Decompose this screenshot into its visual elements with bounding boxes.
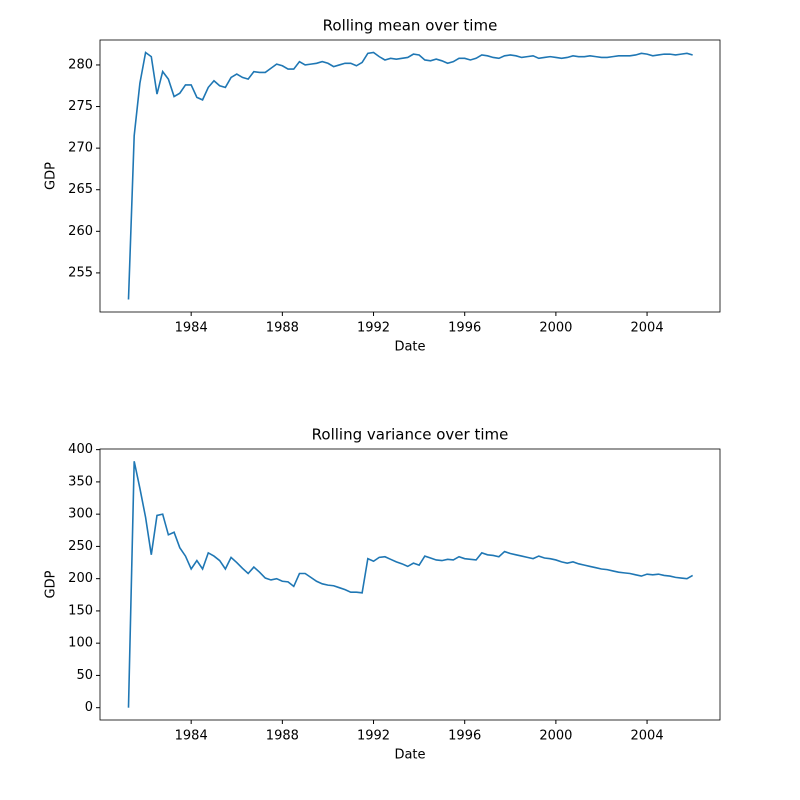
y-tick-label: 200 xyxy=(68,571,93,586)
data-line xyxy=(127,461,694,708)
y-tick-label: 265 xyxy=(68,182,93,197)
x-tick-label: 1984 xyxy=(175,321,208,336)
y-tick-label: 250 xyxy=(68,539,93,554)
x-tick-label: 1988 xyxy=(266,321,299,336)
x-tick-label: 1992 xyxy=(357,729,390,744)
chart-title: Rolling mean over time xyxy=(323,17,498,35)
axes-frame xyxy=(99,39,721,313)
y-tick-label: 0 xyxy=(85,700,93,715)
x-tick-label: 1984 xyxy=(175,729,208,744)
y-tick-label: 260 xyxy=(68,224,93,239)
x-tick-label: 2004 xyxy=(631,729,664,744)
axes-frame xyxy=(99,448,721,721)
y-tick-label: 280 xyxy=(68,57,93,72)
y-tick-label: 300 xyxy=(68,507,93,522)
y-tick-label: 100 xyxy=(68,636,93,651)
y-tick-label: 50 xyxy=(76,668,93,683)
y-tick-label: 150 xyxy=(68,603,93,618)
y-axis-label: GDP xyxy=(44,162,59,190)
y-axis-label: GDP xyxy=(44,570,59,598)
chart-title: Rolling variance over time xyxy=(312,426,509,444)
y-tick-label: 400 xyxy=(68,442,93,457)
y-tick-label: 255 xyxy=(68,265,93,280)
y-tick-label: 270 xyxy=(68,141,93,156)
data-line xyxy=(127,51,693,300)
x-tick-label: 2004 xyxy=(631,321,664,336)
x-axis-label: Date xyxy=(394,748,425,763)
x-tick-label: 2000 xyxy=(539,321,572,336)
x-tick-label: 1992 xyxy=(357,321,390,336)
x-tick-label: 1988 xyxy=(266,729,299,744)
x-axis-label: Date xyxy=(394,340,425,355)
x-tick-label: 1996 xyxy=(448,321,481,336)
y-tick-label: 275 xyxy=(68,99,93,114)
x-tick-label: 1996 xyxy=(448,729,481,744)
x-tick-label: 2000 xyxy=(539,729,572,744)
y-tick-label: 350 xyxy=(68,474,93,489)
